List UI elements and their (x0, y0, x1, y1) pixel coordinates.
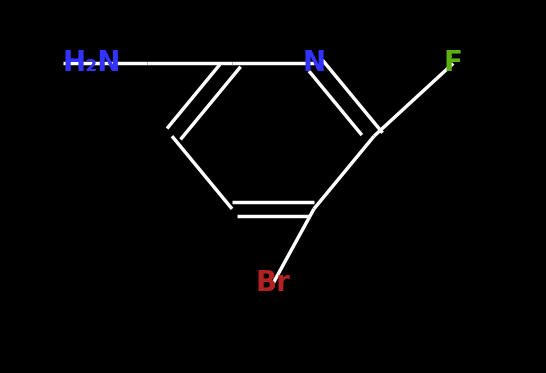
Text: N: N (302, 49, 325, 78)
Text: F: F (444, 49, 462, 78)
Text: H₂N: H₂N (63, 49, 121, 78)
Text: Br: Br (256, 269, 290, 298)
